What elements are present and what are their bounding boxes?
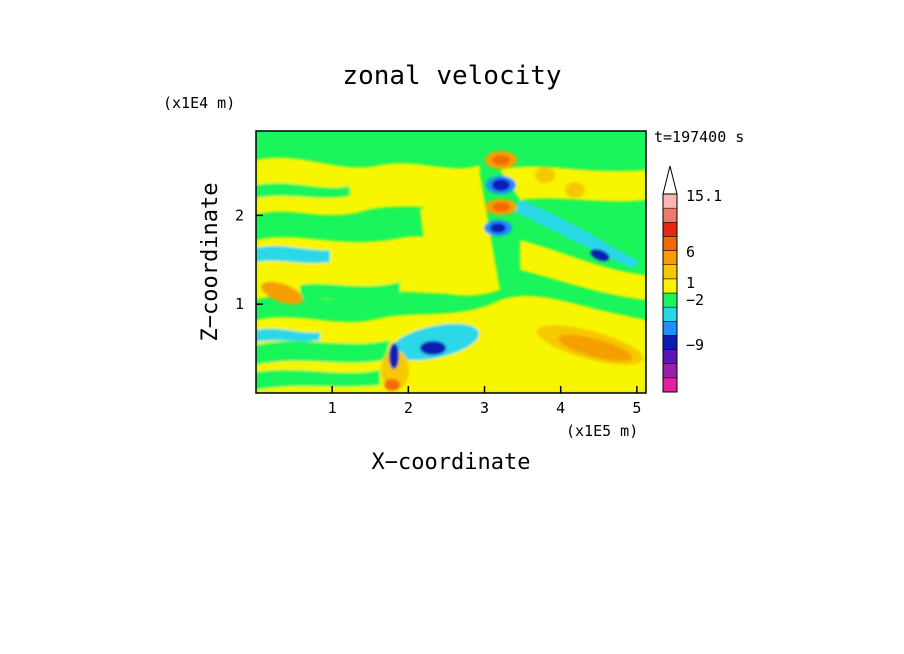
colorbar-label: 6 (686, 243, 695, 261)
chart-title: zonal velocity (342, 61, 561, 91)
x-tick-label: 1 (328, 399, 337, 417)
y-axis-unit: (x1E4 m) (163, 94, 235, 112)
colorbar-swatch (662, 349, 678, 364)
heatmap-field (256, 131, 646, 393)
colorbar-swatch (662, 363, 678, 379)
x-axis-unit: (x1E5 m) (566, 422, 638, 440)
colorbar-swatch (662, 236, 678, 251)
colorbar-extend-arrow (662, 165, 678, 195)
colorbar-frame (662, 193, 678, 393)
colorbar-swatch (662, 377, 678, 393)
colorbar-swatch (662, 278, 678, 294)
colorbar-swatch (662, 292, 678, 308)
colorbar-label: 15.1 (686, 187, 722, 205)
x-axis-label: X−coordinate (372, 450, 531, 475)
colorbar-label: −9 (686, 336, 704, 354)
x-tick-label: 5 (632, 399, 641, 417)
x-tick-label: 4 (556, 399, 565, 417)
y-tick-label: 2 (235, 206, 244, 224)
time-label: t=197400 s (654, 128, 744, 146)
colorbar-label: 1 (686, 274, 695, 292)
colorbar: 15.1 6 1−2 −9 (662, 165, 722, 393)
colorbar-label: −2 (686, 291, 704, 309)
axes: 1 2 3 4 5 1 2 (235, 206, 641, 417)
colorbar-swatch (662, 321, 678, 336)
colorbar-swatch (662, 250, 678, 265)
colorbar-swatch (662, 207, 678, 223)
x-tick-label: 2 (404, 399, 413, 417)
colorbar-swatch (662, 335, 678, 350)
y-axis-label: Z−coordinate (198, 183, 223, 342)
x-tick-label: 3 (480, 399, 489, 417)
colorbar-swatch (662, 306, 678, 322)
colorbar-swatch (662, 264, 678, 280)
colorbar-swatch (662, 193, 678, 209)
plot-frame (255, 130, 647, 394)
colorbar-swatch (662, 222, 678, 237)
y-tick-label: 1 (235, 295, 244, 313)
